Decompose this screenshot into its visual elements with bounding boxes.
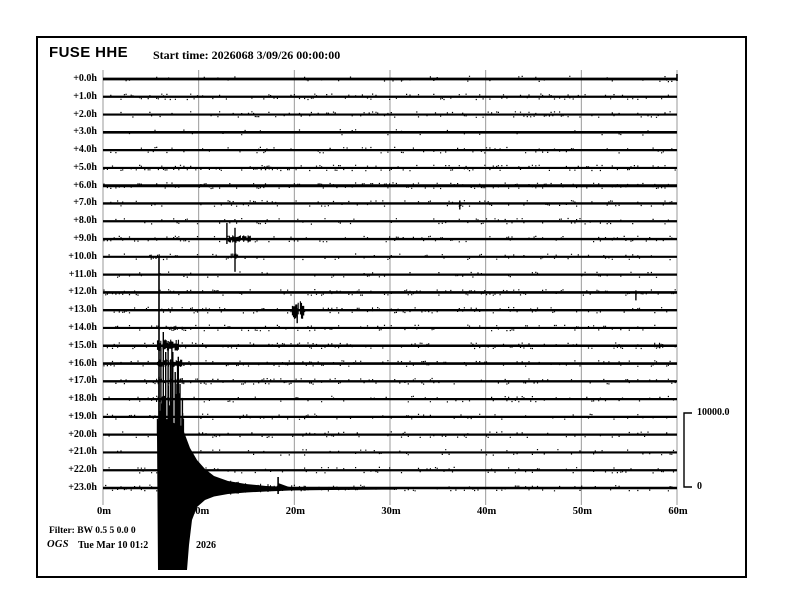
- y-axis-hour-label: +14.0h: [68, 321, 97, 333]
- y-axis-hour-label: +10.0h: [68, 250, 97, 262]
- render-timestamp-right: 2026: [196, 540, 216, 551]
- x-axis-minute-label: 20m: [285, 506, 305, 517]
- y-axis-hour-label: +12.0h: [68, 286, 97, 298]
- y-axis-hour-label: +11.0h: [68, 268, 97, 280]
- y-axis-hour-label: +1.0h: [73, 90, 97, 102]
- x-axis-minute-label: 30m: [381, 506, 401, 517]
- station-title: FUSE HHE: [49, 44, 129, 61]
- render-timestamp-left: Tue Mar 10 01:2: [78, 540, 149, 551]
- y-axis-hour-label: +6.0h: [73, 179, 97, 191]
- y-axis-hour-label: +16.0h: [68, 357, 97, 369]
- y-axis-hour-label: +4.0h: [73, 144, 97, 156]
- x-axis-minute-label: 0m: [97, 506, 111, 517]
- y-axis-hour-label: +19.0h: [68, 410, 97, 422]
- y-axis-hour-label: +17.0h: [68, 375, 97, 387]
- y-axis-hour-label: +23.0h: [68, 482, 97, 493]
- x-axis-minute-label: 40m: [477, 506, 497, 517]
- x-axis-minute-label: 60m: [668, 506, 688, 517]
- scale-max-label: 10000.0: [697, 407, 730, 418]
- start-time-label: Start time: 2026068 3/09/26 00:00:00: [153, 48, 341, 62]
- y-axis-hour-label: +21.0h: [68, 446, 97, 458]
- y-axis-hour-label: +18.0h: [68, 393, 97, 405]
- y-axis-hour-label: +5.0h: [73, 161, 97, 173]
- y-axis-hour-label: +13.0h: [68, 304, 97, 316]
- y-axis-hour-label: +22.0h: [68, 464, 97, 476]
- scale-min-label: 0: [697, 481, 702, 492]
- y-axis-hour-label: +15.0h: [68, 339, 97, 351]
- y-axis-hour-label: +7.0h: [73, 197, 97, 209]
- y-axis-hour-label: +2.0h: [73, 108, 97, 120]
- x-axis-minute-label: 50m: [572, 506, 592, 517]
- plot-frame: [36, 36, 747, 578]
- x-axis-minute-label: 10m: [190, 506, 210, 517]
- filter-info: Filter: BW 0.5 5 0.0 0: [49, 526, 136, 536]
- y-axis-hour-label: +8.0h: [73, 215, 97, 227]
- y-axis-hour-label: +0.0h: [73, 73, 97, 84]
- agency-label: OGS: [47, 539, 69, 550]
- y-axis-hour-label: +20.0h: [68, 428, 97, 440]
- y-axis-hour-label: +3.0h: [73, 126, 97, 138]
- y-axis-hour-label: +9.0h: [73, 233, 97, 245]
